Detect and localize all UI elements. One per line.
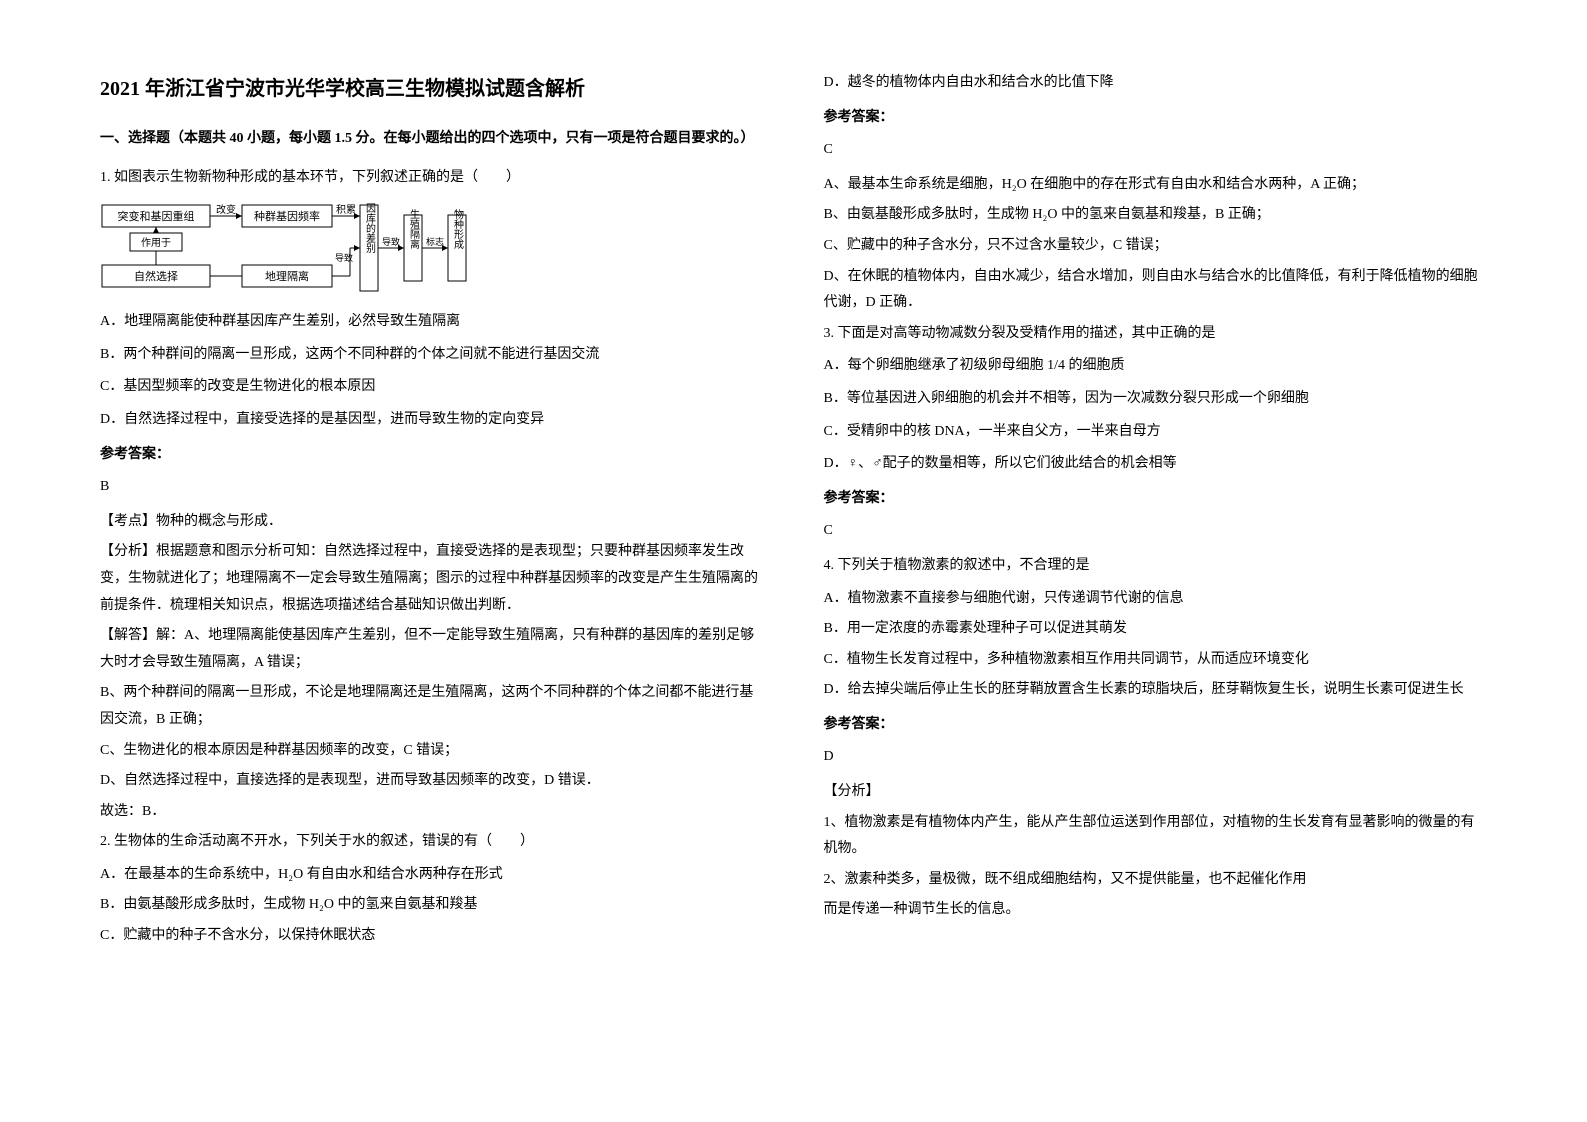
q2-exp2: B、由氨基酸形成多肽时，生成物 H₂O 中的氢来自氨基和羧基，B 正确；	[824, 202, 1488, 229]
q2-stem: 2. 生物体的生命活动离不开水，下列关于水的叙述，错误的有（ ）	[100, 829, 764, 856]
q4-optB: B．用一定浓度的赤霉素处理种子可以促进其萌发	[824, 616, 1488, 643]
q4-exp2: 2、激素种类多，量极微，既不组成细胞结构，又不提供能量，也不起催化作用	[824, 867, 1488, 894]
diagram-arrow2: 积累	[336, 204, 356, 216]
q4-optA: A．植物激素不直接参与细胞代谢，只传递调节代谢的信息	[824, 586, 1488, 613]
diagram-vbox3: 物种形成	[452, 208, 464, 250]
q1-optA: A．地理隔离能使种群基因库产生差别，必然导致生殖隔离	[100, 309, 764, 336]
q3-stem: 3. 下面是对高等动物减数分裂及受精作用的描述，其中正确的是	[824, 321, 1488, 348]
q1-exp1: 【考点】物种的概念与形成．	[100, 509, 764, 536]
q4-answer: D	[824, 744, 1488, 771]
q4-stem: 4. 下列关于植物激素的叙述中，不合理的是	[824, 553, 1488, 580]
q3-optD: D．♀、♂配子的数量相等，所以它们彼此结合的机会相等	[824, 451, 1488, 478]
diagram-arrow3: 导致	[382, 236, 400, 247]
section-header: 一、选择题（本题共 40 小题，每小题 1.5 分。在每小题给出的四个选项中，只…	[100, 126, 764, 153]
q1-stem: 1. 如图表示生物新物种形成的基本环节，下列叙述正确的是（ ）	[100, 165, 764, 192]
q2-answer-label: 参考答案：	[824, 105, 1488, 132]
q3-answer: C	[824, 518, 1488, 545]
q1-answer-label: 参考答案：	[100, 442, 764, 469]
q1-diagram: 突变和基因重组 改变 种群基因频率 积累 基因库的差别 导致 生殖隔离 标志 物…	[100, 203, 764, 293]
q1-optD: D．自然选择过程中，直接受选择的是基因型，进而导致生物的定向变异	[100, 407, 764, 434]
q4-answer-label: 参考答案：	[824, 712, 1488, 739]
q3-optA: A．每个卵细胞继承了初级卵母细胞 1/4 的细胞质	[824, 353, 1488, 380]
q3-optB: B．等位基因进入卵细胞的机会并不相等，因为一次减数分裂只形成一个卵细胞	[824, 386, 1488, 413]
q2-optB: B．由氨基酸形成多肽时，生成物 H₂O 中的氢来自氨基和羧基	[100, 892, 764, 919]
left-column: 2021 年浙江省宁波市光华学校高三生物模拟试题含解析 一、选择题（本题共 40…	[100, 70, 764, 1082]
q1-exp3: 【解答】解：A、地理隔离能使基因库产生差别，但不一定能导致生殖隔离，只有种群的基…	[100, 623, 764, 676]
q2-optC: C．贮藏中的种子不含水分，以保持休眠状态	[100, 923, 764, 950]
q2-optD: D．越冬的植物体内自由水和结合水的比值下降	[824, 70, 1488, 97]
diagram-arrow4: 标志	[426, 236, 444, 247]
q4-optC: C．植物生长发育过程中，多种植物激素相互作用共同调节，从而适应环境变化	[824, 647, 1488, 674]
q2-exp4: D、在休眠的植物体内，自由水减少，结合水增加，则自由水与结合水的比值降低，有利于…	[824, 264, 1488, 317]
q3-answer-label: 参考答案：	[824, 486, 1488, 513]
diagram-vbox2: 生殖隔离	[408, 208, 420, 250]
diagram-vbox1: 基因库的差别	[364, 203, 376, 254]
diagram-box5: 地理隔离	[265, 269, 309, 283]
diagram-box4: 自然选择	[134, 269, 178, 283]
diagram-box1: 突变和基因重组	[118, 209, 195, 223]
q1-optC: C．基因型频率的改变是生物进化的根本原因	[100, 374, 764, 401]
diagram-box3: 作用于	[141, 237, 171, 249]
q1-answer: B	[100, 474, 764, 501]
q1-exp6: D、自然选择过程中，直接选择的是表现型，进而导致基因频率的改变，D 错误．	[100, 768, 764, 795]
diagram-arrow1: 改变	[216, 203, 236, 216]
q2-optA: A．在最基本的生命系统中，H₂O 有自由水和结合水两种存在形式	[100, 862, 764, 889]
diagram-box2: 种群基因频率	[254, 209, 320, 223]
q4-optD: D．给去掉尖端后停止生长的胚芽鞘放置含生长素的琼脂块后，胚芽鞘恢复生长，说明生长…	[824, 677, 1488, 704]
page-title: 2021 年浙江省宁波市光华学校高三生物模拟试题含解析	[100, 70, 764, 108]
q1-exp2: 【分析】根据题意和图示分析可知：自然选择过程中，直接受选择的是表现型；只要种群基…	[100, 539, 764, 619]
q2-answer: C	[824, 137, 1488, 164]
q1-exp5: C、生物进化的根本原因是种群基因频率的改变，C 错误；	[100, 738, 764, 765]
diagram-arrow5: 导致	[335, 252, 353, 263]
q1-exp4: B、两个种群间的隔离一旦形成，不论是地理隔离还是生殖隔离，这两个不同种群的个体之…	[100, 680, 764, 733]
q2-exp1: A、最基本生命系统是细胞，H₂O 在细胞中的存在形式有自由水和结合水两种，A 正…	[824, 172, 1488, 199]
q1-optB: B．两个种群间的隔离一旦形成，这两个不同种群的个体之间就不能进行基因交流	[100, 342, 764, 369]
q1-exp7: 故选：B．	[100, 799, 764, 826]
q3-optC: C．受精卵中的核 DNA，一半来自父方，一半来自母方	[824, 419, 1488, 446]
right-column: D．越冬的植物体内自由水和结合水的比值下降 参考答案： C A、最基本生命系统是…	[824, 70, 1488, 1082]
q4-exp3: 而是传递一种调节生长的信息。	[824, 897, 1488, 924]
q4-exp-header: 【分析】	[824, 779, 1488, 806]
q2-exp3: C、贮藏中的种子含水分，只不过含水量较少，C 错误；	[824, 233, 1488, 260]
q4-exp1: 1、植物激素是有植物体内产生，能从产生部位运送到作用部位，对植物的生长发育有显著…	[824, 810, 1488, 863]
